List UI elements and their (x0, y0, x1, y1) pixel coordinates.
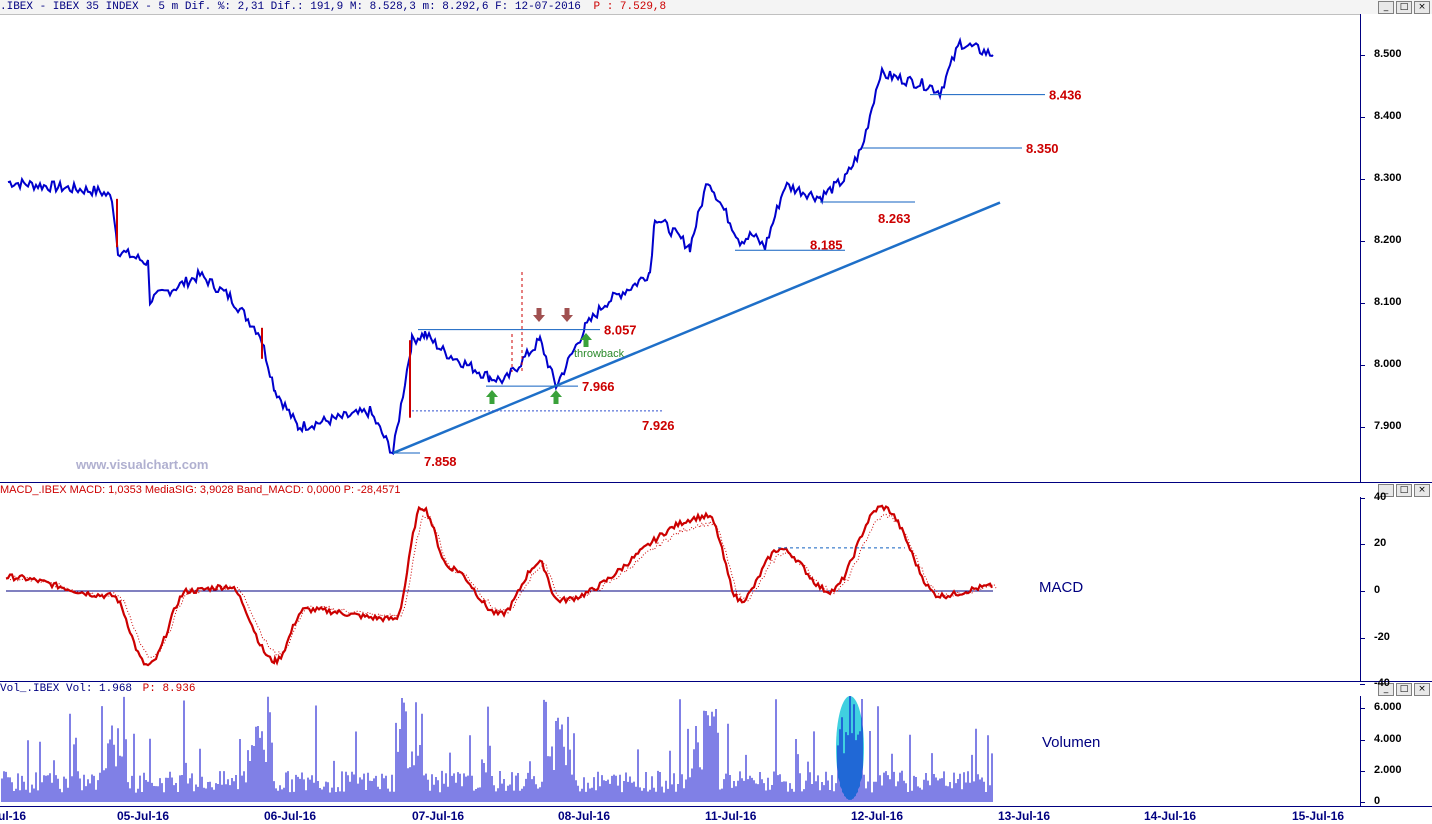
x-label: 08-Jul-16 (558, 809, 611, 823)
axis-tick-mark (1360, 708, 1365, 710)
macd-axis-tick: -40 (1374, 677, 1390, 690)
macd-axis-tick: 0 (1374, 584, 1381, 596)
price-axis-tick: 8.300 (1374, 172, 1402, 184)
x-label: 06-Jul-16 (264, 809, 317, 823)
volume-header: Vol_.IBEX Vol: 1.968 P: 8.936 (0, 682, 195, 696)
separator (0, 482, 1432, 483)
axis-tick-mark (1360, 497, 1365, 499)
volume-title: Vol_.IBEX Vol: 1.968 (0, 683, 133, 695)
arrow-up-icon (550, 390, 562, 404)
volume-window-buttons: _ □ × (1378, 683, 1430, 696)
trendline (392, 201, 1001, 455)
arrow-up-icon (580, 333, 592, 347)
price-axis-tick: 8.000 (1374, 358, 1402, 370)
x-label: 12-Jul-16 (851, 809, 904, 823)
price-header: .IBEX - IBEX 35 INDEX - 5 m Dif. %: 2,31… (0, 0, 1432, 15)
price-p-value: P : 7.529,8 (593, 1, 667, 13)
price-pane: .IBEX - IBEX 35 INDEX - 5 m Dif. %: 2,31… (0, 0, 1432, 482)
close-button[interactable]: × (1414, 1, 1430, 14)
macd-axis (1360, 497, 1432, 681)
volume-p-value: P: 8.936 (142, 683, 196, 695)
price-title: .IBEX - IBEX 35 INDEX - 5 m Dif. %: 2,31… (0, 1, 581, 13)
axis-tick-mark (1360, 365, 1365, 366)
level-label: 8.436 (1049, 88, 1082, 103)
arrow-down-icon (533, 308, 545, 322)
separator (0, 681, 1432, 682)
volume-axis-tick: 4.000 (1374, 732, 1402, 745)
level-label: 7.858 (424, 454, 457, 469)
level-label: 8.185 (810, 237, 843, 252)
volume-axis-tick: 6.000 (1374, 701, 1402, 714)
macd-axis-tick: 20 (1374, 537, 1387, 550)
axis-tick-mark (1360, 802, 1365, 803)
axis-tick-mark (1360, 55, 1365, 56)
axis-tick-mark (1360, 427, 1365, 428)
watermark: www.visualchart.com (76, 457, 209, 472)
volume-pane: Vol_.IBEX Vol: 1.968 P: 8.936 _ □ × Volu… (0, 682, 1432, 806)
level-label: 7.926 (642, 418, 675, 433)
x-axis (0, 806, 1432, 824)
price-window-buttons: _ □ × (1378, 1, 1430, 14)
price-axis-tick: 8.200 (1374, 234, 1402, 246)
arrow-up-icon (486, 390, 498, 404)
level-label: 7.966 (582, 379, 615, 394)
level-label: 8.263 (878, 211, 911, 226)
macd-pane: MACD_.IBEX MACD: 1,0353 MediaSIG: 3,9028… (0, 483, 1432, 681)
axis-tick-mark (1360, 241, 1365, 242)
axis-tick-mark (1360, 303, 1365, 304)
close-button[interactable]: × (1414, 683, 1430, 696)
macd-signal-line (9, 513, 997, 659)
macd-title: MACD_.IBEX MACD: 1,0353 MediaSIG: 3,9028… (0, 484, 401, 496)
x-label: 11-Jul-16 (705, 809, 757, 823)
x-label: 05-Jul-16 (117, 809, 170, 823)
maximize-button[interactable]: □ (1396, 1, 1412, 14)
price-axis-tick: 8.100 (1374, 296, 1402, 308)
price-axis (1360, 14, 1432, 482)
throwback-label: throwback (574, 348, 625, 360)
volume-chart (1, 696, 993, 802)
minimize-button[interactable]: _ (1378, 1, 1394, 14)
x-label: ul-16 (0, 809, 27, 823)
x-label: 07-Jul-16 (412, 809, 465, 823)
axis-tick-mark (1360, 684, 1365, 686)
macd-header: MACD_.IBEX MACD: 1,0353 MediaSIG: 3,9028… (0, 483, 401, 497)
macd-line (5, 504, 993, 667)
volume-panel-label: Volumen (1042, 734, 1101, 751)
volume-axis-tick: 2.000 (1374, 763, 1402, 776)
price-chart: 8.436 8.350 8.263 8.185 8.057 7.966 7.926 7.858… (7, 36, 1082, 469)
macd-axis-tick: -20 (1374, 630, 1390, 643)
macd-chart (5, 504, 997, 667)
macd-axis-tick: 40 (1374, 490, 1387, 503)
price-axis-tick: 7.900 (1374, 420, 1402, 432)
macd-window-buttons: _ □ × (1378, 484, 1430, 497)
close-button[interactable]: × (1414, 484, 1430, 497)
axis-tick-mark (1360, 770, 1365, 772)
level-label: 8.350 (1026, 141, 1059, 156)
axis-tick-mark (1360, 179, 1365, 180)
maximize-button[interactable]: □ (1396, 484, 1412, 497)
axis-tick-mark (1360, 591, 1365, 592)
x-label: 14-Jul-16 (1144, 809, 1197, 823)
axis-tick-mark (1360, 544, 1365, 546)
level-label: 8.057 (604, 323, 637, 338)
minimize-button[interactable]: _ (1378, 484, 1394, 497)
axis-tick-mark (1360, 739, 1365, 741)
volume-axis-tick: 0 (1374, 795, 1381, 807)
x-label: 15-Jul-16 (1292, 809, 1345, 823)
axis-tick-mark (1360, 637, 1365, 639)
price-axis-tick: 8.500 (1374, 48, 1402, 60)
macd-panel-label: MACD (1039, 579, 1084, 596)
maximize-button[interactable]: □ (1396, 683, 1412, 696)
price-axis-tick: 8.400 (1374, 110, 1402, 122)
minimize-button[interactable]: _ (1378, 683, 1394, 696)
price-series-line (7, 36, 994, 456)
volume-axis (1360, 696, 1432, 806)
x-label: 13-Jul-16 (998, 809, 1051, 823)
axis-tick-mark (1360, 117, 1365, 118)
arrow-down-icon (561, 308, 573, 322)
